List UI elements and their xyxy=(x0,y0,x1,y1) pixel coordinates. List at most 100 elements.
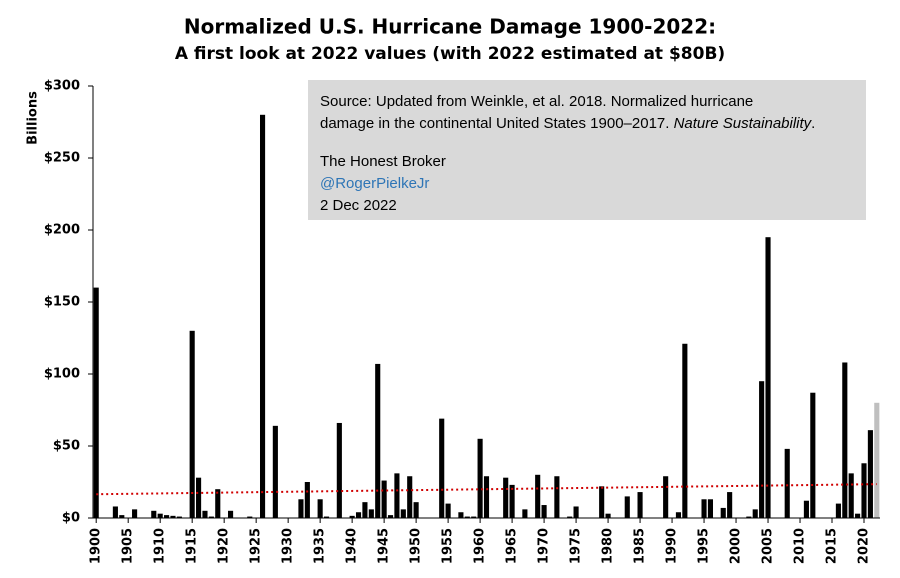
x-tick-label: 1905 xyxy=(121,528,136,564)
bar xyxy=(535,474,541,518)
y-tick-label: $0 xyxy=(62,511,80,526)
bar xyxy=(471,516,477,518)
bar xyxy=(720,507,726,518)
annotation-text: damage in the continental United States … xyxy=(320,115,674,132)
bar xyxy=(458,512,464,518)
bar xyxy=(624,496,630,518)
y-tick-label: $300 xyxy=(44,79,80,94)
bar xyxy=(567,516,573,518)
x-tick-label: 1980 xyxy=(601,528,616,564)
x-tick-label: 1900 xyxy=(89,528,104,564)
bar xyxy=(336,422,342,518)
bar xyxy=(867,430,873,518)
bar xyxy=(323,516,330,518)
bar xyxy=(413,502,419,518)
bar xyxy=(759,381,765,518)
x-tick-label: 1920 xyxy=(217,528,232,564)
bar xyxy=(599,486,605,518)
bar xyxy=(407,476,413,518)
bar xyxy=(810,392,816,518)
bar xyxy=(259,114,266,519)
y-tick-label: $200 xyxy=(44,223,80,238)
bar xyxy=(439,418,445,518)
trend-line xyxy=(96,483,877,496)
annotation-text: Source: Updated from Weinkle, et al. 201… xyxy=(320,93,753,110)
y-tick-label: $100 xyxy=(44,367,80,382)
bar xyxy=(349,515,355,518)
x-tick-label: 1965 xyxy=(505,528,520,564)
y-tick-label: $50 xyxy=(53,439,80,454)
bar xyxy=(848,473,854,518)
annotation-text: damage in the continental United States … xyxy=(320,115,815,132)
annotation-text: The Honest Broker xyxy=(320,153,446,170)
bar xyxy=(170,515,176,518)
bar xyxy=(874,402,880,518)
bar xyxy=(202,510,208,518)
x-tick-label: 2015 xyxy=(825,528,840,564)
bar xyxy=(503,477,509,518)
bar xyxy=(228,510,234,518)
bar xyxy=(509,484,515,518)
bar xyxy=(483,476,490,518)
bar xyxy=(215,489,221,518)
bar xyxy=(400,509,406,518)
bar xyxy=(189,330,195,518)
bar xyxy=(541,505,547,518)
bar xyxy=(727,492,733,518)
x-tick-label: 1990 xyxy=(665,528,680,564)
x-tick-label: 1975 xyxy=(569,528,584,564)
bar xyxy=(464,516,470,518)
bar xyxy=(176,516,182,518)
bar xyxy=(701,499,707,518)
bar xyxy=(151,510,157,518)
bar xyxy=(157,513,163,518)
bar xyxy=(164,515,170,518)
bar xyxy=(477,438,483,518)
bar xyxy=(362,502,368,518)
chart-title: Normalized U.S. Hurricane Damage 1900-20… xyxy=(184,15,716,39)
bar xyxy=(522,509,528,518)
bar xyxy=(835,503,841,518)
bar xyxy=(675,512,682,518)
x-tick-label: 1935 xyxy=(313,528,328,564)
x-tick-label: 1930 xyxy=(281,528,296,564)
x-tick-label: 2000 xyxy=(729,528,744,564)
x-tick-label: 2020 xyxy=(857,528,872,564)
x-tick-label: 1960 xyxy=(473,528,488,564)
bar xyxy=(784,448,790,518)
bar xyxy=(605,513,611,518)
x-tick-label: 1985 xyxy=(633,528,648,564)
x-tick-label: 1925 xyxy=(249,528,264,564)
bar xyxy=(746,516,752,518)
bar xyxy=(637,492,643,518)
y-axis-label: Billions xyxy=(26,91,41,145)
bar xyxy=(93,287,99,518)
bar xyxy=(387,515,394,518)
annotation-text: . xyxy=(811,115,815,132)
y-tick-label: $250 xyxy=(44,151,80,166)
bar xyxy=(272,425,278,518)
bar xyxy=(355,512,362,518)
bar xyxy=(368,509,374,518)
bar xyxy=(682,343,688,518)
bar xyxy=(752,509,758,518)
bar xyxy=(842,362,848,518)
bar xyxy=(317,499,323,518)
bar xyxy=(765,237,771,518)
bar xyxy=(298,499,304,518)
bar xyxy=(208,516,214,518)
x-tick-label: 1995 xyxy=(697,528,712,564)
chart-subtitle: A first look at 2022 values (with 2022 e… xyxy=(175,44,725,64)
bar xyxy=(707,499,714,518)
bar xyxy=(112,506,118,518)
bar xyxy=(861,463,867,518)
bar xyxy=(855,513,861,518)
bar xyxy=(803,500,809,518)
x-tick-label: 2005 xyxy=(761,528,776,564)
bar xyxy=(394,473,400,518)
bar xyxy=(132,509,138,518)
x-tick-label: 2010 xyxy=(793,528,808,564)
x-tick-label: 1950 xyxy=(409,528,424,564)
x-tick-label: 1970 xyxy=(537,528,552,564)
